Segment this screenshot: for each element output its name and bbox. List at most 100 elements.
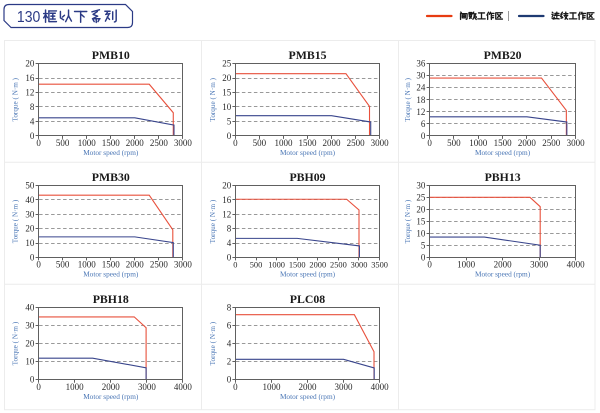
- svg-text:4000: 4000: [371, 382, 390, 392]
- svg-text:50: 50: [25, 181, 35, 191]
- svg-text:2500: 2500: [150, 138, 169, 148]
- svg-text:3000: 3000: [138, 382, 157, 392]
- svg-text:0: 0: [427, 260, 432, 270]
- svg-text:4000: 4000: [567, 260, 586, 270]
- svg-text:15: 15: [416, 217, 426, 227]
- svg-text:2000: 2000: [126, 138, 145, 148]
- svg-text:3000: 3000: [335, 382, 354, 392]
- svg-text:1500: 1500: [102, 138, 121, 148]
- svg-text:1000: 1000: [78, 260, 97, 270]
- svg-text:12: 12: [416, 107, 425, 117]
- svg-text:8: 8: [227, 224, 232, 234]
- svg-text:PBH18: PBH18: [93, 292, 129, 306]
- svg-text:4: 4: [30, 116, 35, 126]
- svg-text:1000: 1000: [66, 382, 85, 392]
- svg-text:PMB20: PMB20: [484, 48, 522, 62]
- svg-text:0: 0: [227, 252, 232, 262]
- svg-text:1500: 1500: [299, 138, 318, 148]
- svg-text:4: 4: [227, 238, 232, 248]
- svg-text:500: 500: [253, 138, 267, 148]
- svg-text:3000: 3000: [351, 261, 368, 270]
- svg-text:40: 40: [25, 303, 35, 313]
- svg-text:2500: 2500: [347, 138, 366, 148]
- svg-text:PBH09: PBH09: [289, 170, 325, 184]
- svg-text:20: 20: [25, 59, 35, 69]
- svg-text:16: 16: [222, 195, 232, 205]
- svg-text:1500: 1500: [494, 138, 513, 148]
- svg-text:2000: 2000: [518, 138, 537, 148]
- svg-text:130: 130: [17, 9, 40, 26]
- svg-text:16: 16: [25, 73, 35, 83]
- svg-text:3500: 3500: [371, 261, 388, 270]
- svg-text:25: 25: [222, 59, 232, 69]
- svg-text:Torque ( N·m ): Torque ( N·m ): [404, 77, 412, 121]
- svg-text:3000: 3000: [174, 260, 193, 270]
- svg-text:0: 0: [233, 261, 237, 270]
- svg-text:0: 0: [36, 138, 41, 148]
- svg-text:0: 0: [233, 382, 238, 392]
- svg-text:0: 0: [427, 138, 432, 148]
- svg-text:30: 30: [25, 321, 35, 331]
- svg-text:PMB10: PMB10: [92, 48, 130, 62]
- svg-text:0: 0: [30, 252, 35, 262]
- svg-text:20: 20: [222, 181, 232, 191]
- svg-text:6: 6: [421, 119, 426, 129]
- svg-text:2500: 2500: [330, 261, 347, 270]
- svg-text:5: 5: [227, 116, 232, 126]
- svg-text:Motor speed (rpm): Motor speed (rpm): [475, 148, 531, 157]
- svg-text:Motor speed (rpm): Motor speed (rpm): [280, 270, 336, 279]
- svg-text:1000: 1000: [469, 138, 488, 148]
- svg-text:1000: 1000: [274, 138, 293, 148]
- svg-text:Torque ( N·m ): Torque ( N·m ): [209, 321, 217, 365]
- svg-text:24: 24: [416, 83, 426, 93]
- svg-text:2000: 2000: [309, 261, 326, 270]
- svg-text:15: 15: [222, 88, 232, 98]
- svg-text:20: 20: [222, 73, 232, 83]
- svg-text:1000: 1000: [262, 382, 281, 392]
- svg-text:3000: 3000: [530, 260, 549, 270]
- svg-text:1500: 1500: [102, 260, 121, 270]
- svg-text:0: 0: [36, 382, 41, 392]
- svg-text:1000: 1000: [457, 260, 476, 270]
- svg-text:12: 12: [25, 88, 34, 98]
- svg-text:0: 0: [30, 131, 35, 141]
- svg-text:8: 8: [227, 303, 232, 313]
- svg-text:Motor speed (rpm): Motor speed (rpm): [475, 270, 531, 279]
- svg-text:0: 0: [421, 131, 426, 141]
- svg-text:0: 0: [227, 375, 232, 385]
- svg-text:PBH13: PBH13: [485, 170, 521, 184]
- svg-text:2500: 2500: [542, 138, 561, 148]
- svg-text:3000: 3000: [371, 138, 390, 148]
- svg-text:Motor speed (rpm): Motor speed (rpm): [280, 148, 336, 157]
- svg-text:8: 8: [30, 102, 35, 112]
- svg-text:0: 0: [233, 138, 238, 148]
- svg-text:0: 0: [30, 375, 35, 385]
- svg-text:36: 36: [416, 59, 426, 69]
- svg-text:30: 30: [25, 209, 35, 219]
- svg-text:Torque ( N·m ): Torque ( N·m ): [404, 199, 412, 243]
- svg-text:10: 10: [416, 228, 426, 238]
- svg-text:Torque ( N·m ): Torque ( N·m ): [209, 77, 217, 121]
- svg-text:0: 0: [227, 131, 232, 141]
- svg-text:500: 500: [447, 138, 461, 148]
- svg-text:Motor speed (rpm): Motor speed (rpm): [83, 148, 139, 157]
- svg-text:2000: 2000: [494, 260, 513, 270]
- svg-text:10: 10: [25, 357, 35, 367]
- svg-text:2000: 2000: [126, 260, 145, 270]
- svg-text:PLC08: PLC08: [290, 292, 325, 306]
- svg-text:25: 25: [416, 193, 426, 203]
- svg-text:30: 30: [416, 181, 426, 191]
- svg-text:2: 2: [227, 357, 232, 367]
- svg-text:3000: 3000: [567, 138, 586, 148]
- svg-text:Torque ( N·m ): Torque ( N·m ): [12, 77, 20, 121]
- svg-text:20: 20: [25, 224, 35, 234]
- svg-text:12: 12: [222, 209, 231, 219]
- svg-text:2000: 2000: [323, 138, 342, 148]
- svg-text:Torque ( N·m ): Torque ( N·m ): [12, 321, 20, 365]
- svg-text:1500: 1500: [289, 261, 306, 270]
- svg-text:40: 40: [25, 195, 35, 205]
- svg-text:5: 5: [421, 240, 426, 250]
- svg-text:PMB15: PMB15: [288, 48, 326, 62]
- svg-text:0: 0: [421, 252, 426, 262]
- svg-text:Torque ( N·m ): Torque ( N·m ): [209, 199, 217, 243]
